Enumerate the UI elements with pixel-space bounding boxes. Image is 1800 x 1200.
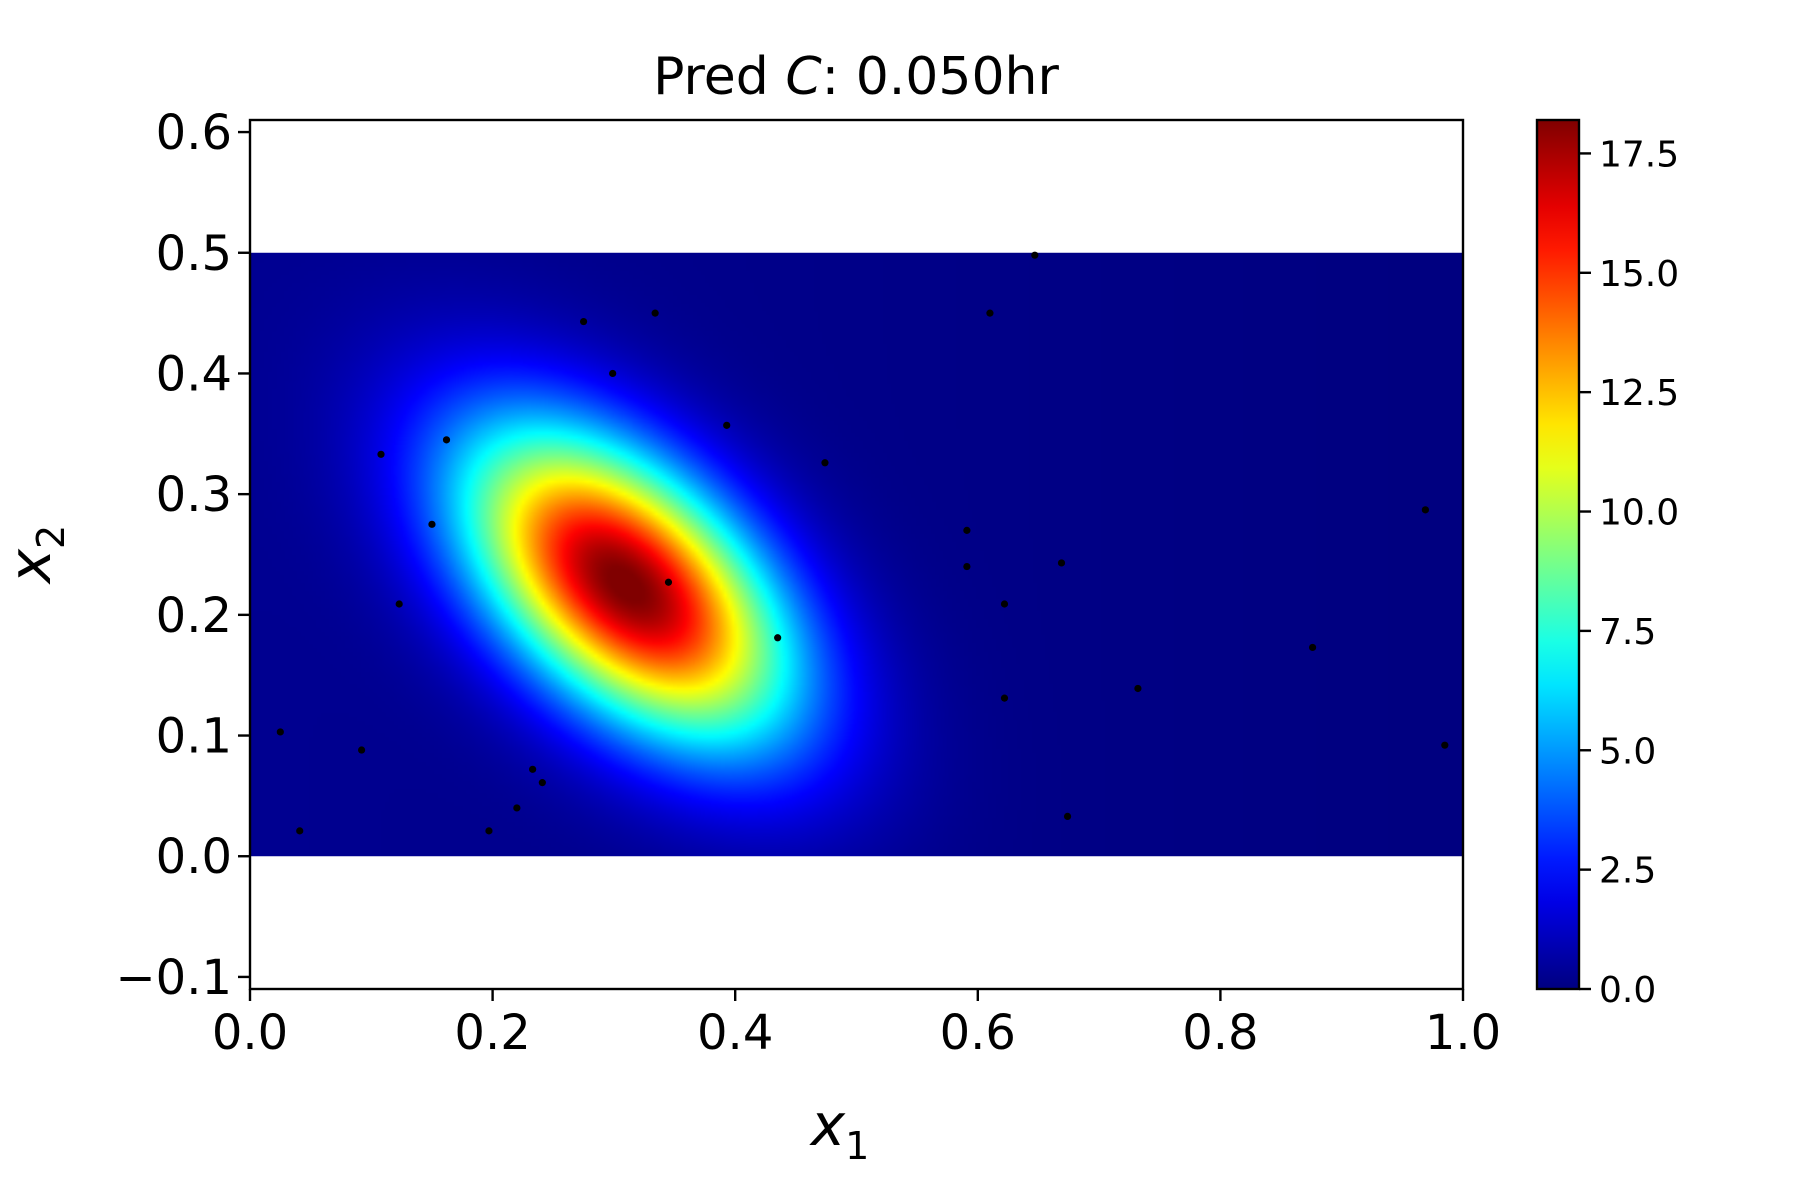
sample-point-26 [1134, 684, 1142, 693]
x-tick-label-0: 0.0 [212, 1005, 288, 1061]
sample-point-1 [296, 827, 304, 835]
colorbar-tick-label-4: 10.0 [1599, 493, 1679, 534]
sample-point-24 [1057, 559, 1066, 567]
colorbar-tick-label-7: 17.5 [1599, 134, 1679, 175]
y-tick-label-7: 0.6 [156, 105, 232, 161]
x-tick-label-5: 1.0 [1425, 1005, 1501, 1061]
sample-point-11 [579, 317, 588, 326]
colorbar-ticks: 0.0 2.5 5.0 7.5 10.0 12.5 15.0 17.5 [1579, 134, 1679, 1011]
y-tick-label-4: 0.3 [156, 467, 232, 523]
sample-point-12 [609, 369, 617, 378]
colorbar-bar [1535, 118, 1581, 991]
sample-point-16 [774, 634, 782, 642]
sample-point-10 [538, 779, 546, 787]
sample-point-22 [1000, 694, 1009, 702]
sample-point-23 [1031, 251, 1039, 259]
colorbar-tick-label-2: 5.0 [1599, 731, 1656, 772]
y-tick-label-2: 0.1 [156, 709, 232, 765]
plot-area [248, 118, 1465, 991]
colorbar: 0.0 2.5 5.0 7.5 10.0 12.5 15.0 17.5 [1535, 118, 1679, 1011]
colorbar-tick-label-1: 2.5 [1599, 851, 1656, 892]
chart-title: Pred C: 0.050hr [653, 47, 1059, 107]
colorbar-tick-label-3: 7.5 [1599, 612, 1656, 653]
y-tick-label-3: 0.2 [156, 588, 232, 644]
y-tick-label-5: 0.4 [156, 346, 232, 402]
x-tick-label-4: 0.8 [1182, 1005, 1258, 1061]
sample-point-3 [377, 450, 385, 458]
sample-point-20 [986, 309, 994, 317]
colorbar-tick-label-0: 0.0 [1599, 970, 1656, 1011]
y-axis: −0.1 0.0 0.1 0.2 0.3 0.4 0.5 0.6 [115, 105, 250, 1006]
y-axis-label: x2 [0, 525, 73, 586]
y-tick-label-6: 0.5 [156, 226, 232, 282]
sample-point-17 [821, 459, 829, 467]
colorbar-tick-label-6: 15.0 [1599, 254, 1679, 295]
sample-point-29 [1441, 741, 1449, 749]
plot-frame [248, 118, 1465, 991]
colorbar-tick-label-5: 12.5 [1599, 373, 1679, 414]
sample-point-14 [664, 578, 673, 586]
sample-point-4 [395, 600, 403, 608]
sample-point-25 [1063, 812, 1072, 821]
sample-point-8 [513, 804, 521, 812]
x-tick-label-2: 0.4 [697, 1005, 773, 1061]
sample-point-0 [276, 728, 284, 736]
y-tick-label-1: 0.0 [156, 829, 232, 885]
sample-point-5 [428, 520, 436, 528]
sample-point-15 [723, 421, 731, 429]
sample-point-18 [963, 526, 971, 534]
sample-point-7 [485, 827, 493, 835]
sample-point-6 [442, 436, 451, 444]
sample-point-9 [529, 765, 537, 773]
sample-point-19 [963, 562, 971, 571]
sample-point-2 [357, 746, 366, 754]
sample-point-21 [1000, 600, 1009, 608]
sample-point-28 [1421, 506, 1429, 514]
sample-point-13 [651, 309, 659, 317]
sample-point-27 [1308, 643, 1317, 652]
y-tick-label-0: −0.1 [115, 950, 232, 1006]
x-axis-label: x1 [809, 1091, 870, 1168]
sample-points [276, 251, 1449, 835]
x-tick-label-1: 0.2 [454, 1005, 530, 1061]
x-axis: 0.0 0.2 0.4 0.6 0.8 1.0 [212, 989, 1501, 1061]
concentration-field [250, 252, 1463, 857]
x-tick-label-3: 0.6 [940, 1005, 1016, 1061]
